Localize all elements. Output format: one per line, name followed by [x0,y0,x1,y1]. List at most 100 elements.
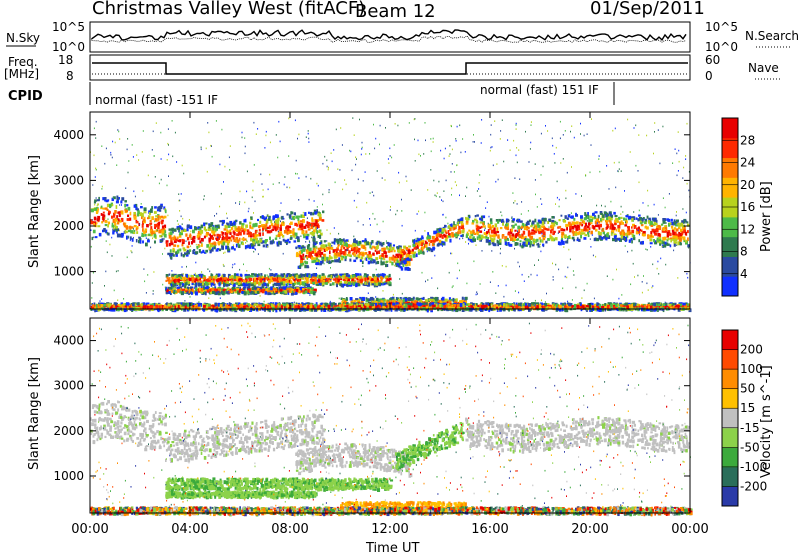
echo-cell [306,221,309,225]
echo-cell [186,245,190,249]
echo-cell [250,238,253,242]
echo-cell [438,228,442,232]
echo-cell [93,201,97,204]
echo-cell [359,259,362,262]
echo-cell [299,220,303,223]
echo-cell [120,200,123,204]
echo-cell [563,219,567,223]
echo-cell [509,243,513,247]
echo-cell [185,233,188,237]
echo-cell [360,256,363,260]
echo-cell [253,281,257,286]
echo-cell [602,214,605,218]
echo-cell [402,252,405,257]
echo-cell [191,277,195,281]
echo-cell [324,244,328,248]
echo-cell [164,209,167,214]
echo-cell [357,247,361,251]
echo-cell [144,230,148,233]
echo-cell [413,300,417,304]
echo-cell [304,260,307,263]
echo-cell [297,239,300,243]
echo-cell [139,239,142,244]
echo-cell [670,218,673,222]
echo-cell [209,223,212,228]
echo-cell [438,239,442,243]
echo-cell [315,280,318,284]
echo-cell [644,219,648,223]
echo-cell [100,213,103,216]
echo-cell [428,238,431,243]
echo-cell [494,223,498,228]
echo-cell [143,230,146,234]
echo-cell [535,240,537,243]
echo-cell [396,255,399,259]
echo-cell [124,203,127,208]
echo-cell [378,255,381,259]
echo-cell [106,232,109,235]
echo-cell [343,281,347,285]
echo-cell [241,224,244,229]
echo-cell [632,234,636,238]
echo-cell [198,228,201,231]
echo-cell [389,248,392,252]
echo-cell [570,223,573,226]
echo-cell [545,217,547,222]
echo-cell [403,245,407,249]
echo-cell [102,211,105,214]
echo-cell [567,224,570,227]
echo-cell [530,231,534,235]
echo-cell [93,222,96,227]
echo-cell [302,255,304,259]
echo-cell [170,240,173,245]
echo-cell [527,226,530,230]
echo-cell [457,231,459,235]
echo-cell [300,249,304,254]
echo-cell [223,283,225,288]
echo-cell [457,223,460,227]
echo-cell [380,254,383,257]
echo-cell [342,251,346,255]
echo-cell [315,259,318,263]
echo-cell [190,241,194,245]
echo-cell [666,218,670,221]
echo-cell [372,252,374,256]
echo-cell [678,231,681,236]
cpid-segment-1: normal (fast) -151 IF [95,93,218,107]
echo-cell [379,280,382,283]
echo-cell [286,228,290,232]
echo-cell [160,230,163,233]
echo-cell [111,215,114,219]
echo-cell [425,240,427,243]
echo-cell [161,233,165,236]
echo-cell [249,232,253,236]
echo-cell [614,235,617,238]
echo-cell [504,225,507,229]
echo-cell [438,242,441,246]
echo-cell [200,224,204,229]
echo-cell [606,233,609,238]
echo-cell [184,282,188,286]
echo-cell [511,233,515,237]
echo-cell [566,227,569,231]
echo-cell [317,247,321,250]
echo-cell [265,288,269,292]
echo-cell [656,237,659,241]
echo-cell [637,230,640,234]
echo-cell [537,219,541,222]
echo-cell [589,215,593,219]
echo-cell [243,230,246,235]
echo-cell [121,197,125,201]
echo-cell [217,237,221,240]
echo-cell [400,260,404,264]
nave-tick-bottom: 0 [705,69,713,83]
echo-cell [611,229,615,234]
echo-cell [295,246,298,250]
echo-cell [104,197,107,201]
echo-cell [123,224,127,228]
echo-cell [631,233,634,238]
echo-cell [294,286,297,289]
echo-cell [274,237,278,240]
echo-cell [264,291,267,295]
echo-cell [257,243,261,247]
